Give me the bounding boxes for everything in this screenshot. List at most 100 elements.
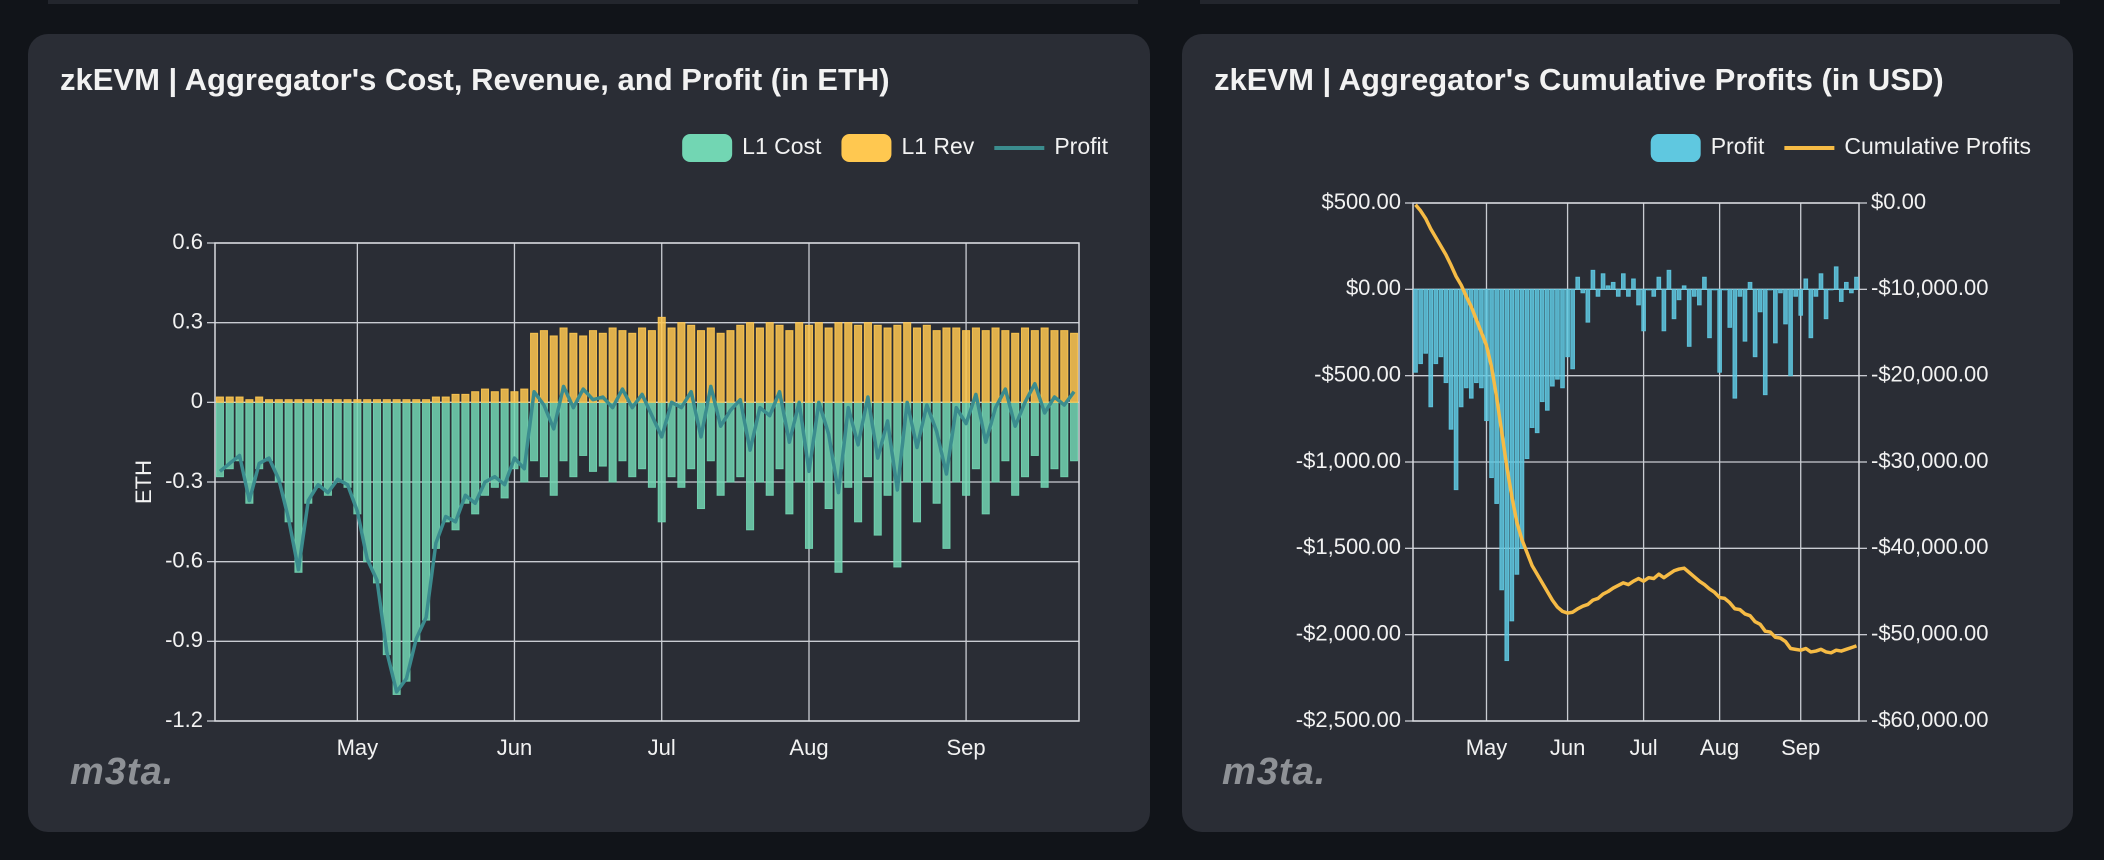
bar — [588, 330, 598, 403]
bar — [1070, 401, 1079, 462]
bar — [431, 401, 440, 549]
legend-label: L1 Rev — [901, 133, 974, 159]
y-tick-label: $500.00 — [1321, 189, 1401, 214]
bar — [716, 332, 725, 403]
legend-label: Profit — [1711, 133, 1765, 159]
bar — [981, 401, 990, 515]
bar — [1524, 288, 1530, 460]
bar — [687, 324, 696, 403]
y2-tick-label: -$40,000.00 — [1871, 534, 1988, 559]
bar — [402, 401, 411, 682]
bar — [804, 401, 814, 549]
bar — [775, 324, 784, 403]
bar — [412, 401, 421, 642]
bar — [1707, 288, 1712, 339]
bar — [441, 401, 450, 523]
bar — [1413, 288, 1418, 373]
y-tick-label: -$2,000.00 — [1296, 620, 1401, 645]
bar — [1732, 288, 1738, 399]
bar — [333, 401, 342, 483]
legend-label: L1 Cost — [742, 133, 822, 159]
bar — [952, 327, 961, 403]
bar — [1676, 288, 1682, 301]
bar — [1534, 288, 1540, 434]
bar — [932, 401, 941, 504]
bar — [726, 330, 735, 403]
legend-swatch — [841, 134, 892, 162]
bar — [677, 322, 686, 403]
bar — [1605, 285, 1611, 290]
bar — [1544, 288, 1550, 411]
y-tick-label: -$1,500.00 — [1296, 534, 1401, 559]
bar — [1793, 288, 1798, 297]
y2-tick-label: -$50,000.00 — [1871, 620, 1988, 645]
bar — [1030, 401, 1039, 456]
bar — [667, 327, 676, 403]
bar — [363, 399, 372, 403]
bar — [1783, 288, 1788, 325]
bar — [824, 327, 833, 403]
bar — [647, 330, 656, 403]
bar — [1565, 288, 1570, 358]
bar — [1752, 288, 1758, 358]
y2-tick-label: $0.00 — [1871, 189, 1926, 214]
bar — [323, 401, 332, 496]
bar — [490, 391, 499, 403]
bar — [264, 399, 274, 403]
bar — [1828, 288, 1834, 291]
bar — [284, 399, 293, 403]
y-tick-label: 0.3 — [172, 308, 203, 333]
bar — [1818, 273, 1824, 290]
bar — [834, 322, 843, 403]
x-tick-label: May — [337, 735, 379, 760]
bar — [559, 401, 568, 462]
bar — [1823, 288, 1829, 320]
bar — [1560, 288, 1565, 389]
bar — [225, 396, 234, 403]
bar — [1443, 288, 1449, 384]
bar — [1661, 288, 1667, 332]
y-tick-label: -$500.00 — [1314, 361, 1401, 386]
bar — [785, 330, 794, 403]
bar — [353, 401, 362, 515]
bar — [304, 401, 313, 504]
bar — [1717, 288, 1722, 373]
bar — [1681, 285, 1687, 290]
bar — [1438, 288, 1444, 358]
bar — [431, 396, 440, 403]
bar — [746, 401, 755, 531]
bar — [1600, 273, 1606, 290]
bar — [1712, 288, 1717, 291]
bar — [657, 401, 666, 523]
bar — [1610, 281, 1616, 290]
logo: m3ta. — [1222, 751, 1326, 793]
bar — [1808, 288, 1814, 339]
bar — [687, 401, 696, 470]
bar — [382, 401, 391, 656]
bar — [736, 324, 745, 403]
bar — [785, 401, 794, 515]
bar — [1463, 288, 1469, 389]
bar — [1514, 288, 1520, 575]
bar — [903, 322, 912, 403]
bar — [1722, 288, 1728, 291]
y-tick-label: -0.9 — [165, 627, 203, 652]
bar — [1040, 327, 1049, 403]
bar — [569, 332, 578, 403]
bar — [1773, 288, 1778, 344]
bar — [1020, 401, 1030, 478]
bar — [795, 322, 804, 403]
bar — [618, 401, 627, 462]
bar — [392, 399, 401, 403]
bar — [657, 316, 666, 403]
bar — [1580, 288, 1586, 294]
bar — [1509, 288, 1515, 622]
legend-swatch — [1650, 134, 1701, 162]
bar — [962, 330, 971, 403]
bar — [1697, 288, 1702, 306]
plot-frame — [214, 242, 1080, 722]
x-tick-label: May — [1466, 735, 1508, 760]
bar — [1595, 288, 1601, 297]
y2-tick-label: -$30,000.00 — [1871, 448, 1988, 473]
bar — [598, 401, 607, 467]
